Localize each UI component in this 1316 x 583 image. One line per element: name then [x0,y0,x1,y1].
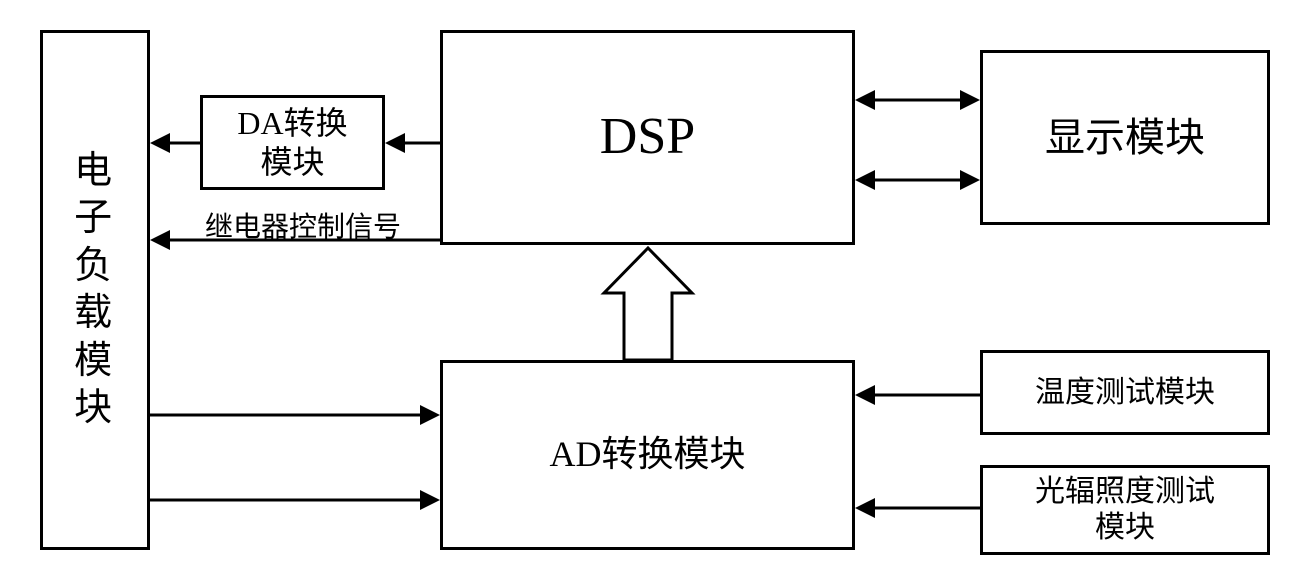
dsp-box: DSP [440,30,855,245]
da-box: DA转换模块 [200,95,385,190]
elec_load-box: 电子负载模块 [40,30,150,550]
display-box: 显示模块 [980,50,1270,225]
temp-box: 温度测试模块 [980,350,1270,435]
relay-signal-label: 继电器控制信号 [205,205,401,245]
ad-box: AD转换模块 [440,360,855,550]
irrad-box: 光辐照度测试模块 [980,465,1270,555]
